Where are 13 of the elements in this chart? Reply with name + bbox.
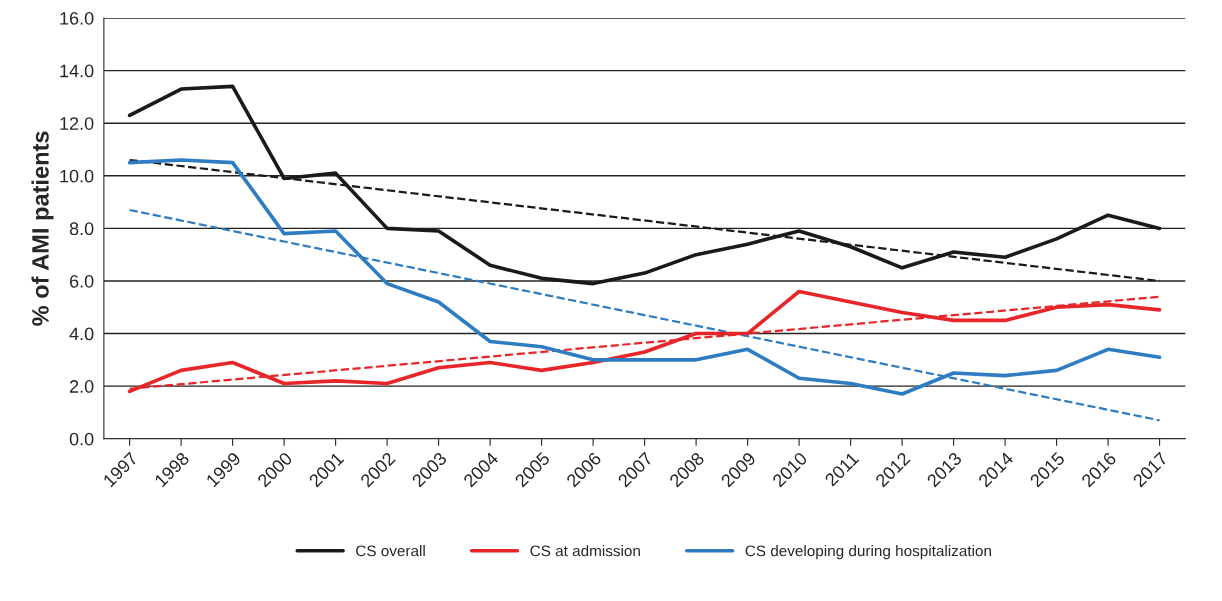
y-tick-label: 4.0 bbox=[69, 327, 94, 341]
y-tick-label: 0.0 bbox=[69, 432, 94, 446]
y-tick-label: 14.0 bbox=[60, 64, 94, 78]
y-tick-label: 8.0 bbox=[69, 222, 94, 236]
y-axis-title: % of AMI patients bbox=[31, 131, 54, 326]
y-tick-label: 16.0 bbox=[60, 11, 94, 25]
legend-label: CS at admission bbox=[530, 545, 640, 557]
y-tick-label: 12.0 bbox=[60, 117, 94, 130]
y-tick-label: 10.0 bbox=[60, 169, 94, 183]
y-tick-label: 2.0 bbox=[69, 380, 94, 393]
y-tick-label: 6.0 bbox=[69, 274, 94, 288]
legend-label: CS developing during hospitalization bbox=[745, 545, 991, 560]
legend-label: CS overall bbox=[356, 545, 425, 557]
